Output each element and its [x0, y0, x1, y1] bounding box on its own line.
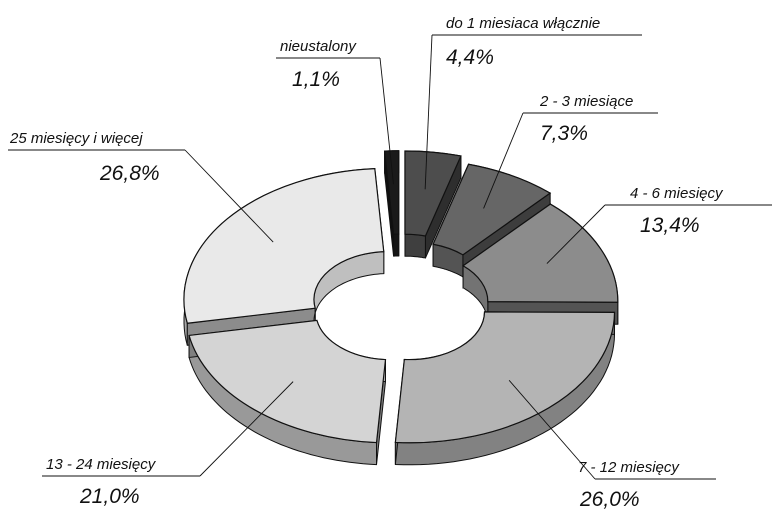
slice-5 — [183, 167, 385, 324]
slice-label-0: do 1 miesiaca włącznie — [446, 15, 600, 32]
slice-label-group-0: do 1 miesiaca włącznie 4,4% — [424, 15, 642, 190]
slice-inner-wall-0 — [404, 233, 426, 259]
slice-labels: do 1 miesiaca włącznie 4,4% 2 - 3 miesiące… — [8, 15, 772, 509]
leader-line-2 — [546, 204, 606, 264]
slice-value-label-1: 7,3% — [540, 122, 588, 145]
leader-line-1 — [483, 112, 524, 209]
slice-value-label-5: 26,8% — [99, 162, 160, 185]
slice-label-4: 13 - 24 miesięcy — [46, 456, 157, 473]
slice-2 — [462, 203, 619, 303]
slice-label-1: 2 - 3 miesiące — [539, 93, 633, 110]
slice-0 — [404, 150, 462, 237]
slice-label-6: nieustalony — [280, 38, 357, 55]
leader-line-3 — [508, 380, 596, 480]
slice-label-group-3: 7 - 12 miesięcy 26,0% — [508, 380, 716, 509]
leader-line-4 — [199, 381, 294, 477]
leader-line-6 — [379, 57, 394, 185]
slice-label-group-1: 2 - 3 miesiące 7,3% — [483, 93, 658, 209]
slice-3 — [394, 311, 616, 444]
slice-label-3: 7 - 12 miesięcy — [578, 459, 680, 476]
slice-label-group-5: 25 miesięcy i więcej 26,8% — [8, 130, 274, 243]
slice-4 — [188, 319, 387, 444]
slice-value-label-0: 4,4% — [446, 46, 494, 69]
leader-line-5 — [184, 149, 274, 243]
slice-inner-wall-6 — [393, 233, 400, 257]
slice-label-group-4: 13 - 24 miesięcy 21,0% — [42, 381, 294, 508]
slice-1 — [432, 163, 552, 256]
slice-label-2: 4 - 6 miesięcy — [630, 185, 724, 202]
slice-value-label-2: 13,4% — [640, 214, 700, 237]
slice-tops — [183, 150, 619, 444]
slice-value-label-3: 26,0% — [579, 488, 640, 509]
slice-6 — [383, 150, 400, 235]
slice-value-label-6: 1,1% — [292, 68, 340, 91]
leader-line-0 — [424, 34, 433, 190]
slice-label-group-6: nieustalony 1,1% — [276, 38, 394, 185]
slice-label-group-2: 4 - 6 miesięcy 13,4% — [546, 185, 772, 264]
slice-value-label-4: 21,0% — [79, 485, 140, 508]
slice-label-5: 25 miesięcy i więcej — [9, 130, 143, 147]
